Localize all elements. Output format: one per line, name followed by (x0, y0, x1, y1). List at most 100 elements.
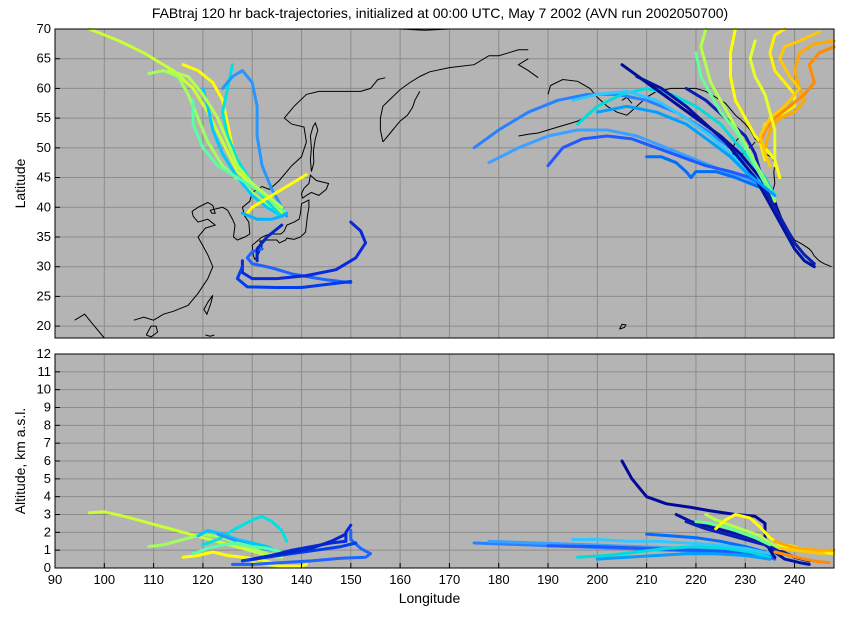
y-tick-label: 1 (44, 542, 51, 557)
y-tick-label: 2 (44, 524, 51, 539)
trajectory-line (147, 532, 279, 559)
trajectory-line (191, 98, 289, 215)
x-tick-label: 100 (93, 572, 115, 587)
x-tick-label: 120 (192, 572, 214, 587)
map-y-ticks: 20 25 30 35 40 45 50 55 60 65 70 (37, 21, 60, 333)
y-tick-label: 5 (44, 471, 51, 486)
trajectory-line (694, 520, 772, 547)
y-tick-label: 40 (37, 199, 51, 214)
map-panel: 20 25 30 35 40 45 50 55 60 65 70 Latitude (12, 21, 836, 339)
y-tick-label: 70 (37, 21, 51, 36)
longitude-axis-label: Longitude (399, 590, 461, 606)
y-tick-label: 30 (37, 259, 51, 274)
x-tick-label: 110 (143, 572, 164, 587)
y-tick-label: 45 (37, 170, 51, 185)
trajectory-line (694, 51, 777, 200)
trajectory-line (748, 39, 777, 168)
coastline (379, 49, 529, 143)
altitude-trajectories (88, 459, 836, 568)
x-tick-label: 230 (734, 572, 756, 587)
trajectory-line (595, 104, 777, 197)
trajectory-line (487, 128, 777, 197)
y-tick-label: 65 (37, 51, 51, 66)
trajectory-line (763, 39, 836, 150)
y-tick-label: 50 (37, 140, 51, 155)
coastline (133, 77, 386, 321)
coastline (251, 199, 310, 260)
map-trajectories (88, 27, 836, 289)
coastline (203, 294, 214, 316)
x-tick-label: 220 (685, 572, 707, 587)
coastline (205, 334, 215, 337)
trajectory-line (255, 223, 284, 263)
trajectory-line (729, 27, 782, 180)
trajectory-line (88, 510, 284, 559)
trajectory-line (191, 541, 284, 556)
trajectory-line (196, 529, 284, 556)
y-tick-label: 12 (37, 346, 51, 361)
x-tick-label: 140 (291, 572, 313, 587)
trajectory-line (645, 155, 777, 197)
trajectory-line (201, 86, 284, 218)
trajectory-line (240, 220, 368, 281)
trajectory-line (704, 513, 782, 550)
trajectory-line (758, 45, 836, 144)
y-tick-label: 7 (44, 435, 51, 450)
x-tick-label: 150 (340, 572, 362, 587)
trajectory-line (147, 69, 279, 215)
y-tick-label: 6 (44, 453, 51, 468)
trajectory-line (778, 546, 826, 556)
trajectory-line (235, 265, 353, 289)
trajectory-line (245, 173, 308, 215)
y-tick-label: 11 (38, 364, 52, 379)
x-tick-label: 180 (488, 572, 510, 587)
trajectory-line (635, 75, 816, 269)
y-tick-label: 55 (37, 110, 51, 125)
coastline (309, 121, 319, 172)
altitude-axis-label: Altitude, km a.s.l. (12, 408, 28, 515)
coastline (145, 325, 159, 338)
y-tick-label: 10 (37, 382, 51, 397)
trajectory-line (571, 538, 772, 556)
y-tick-label: 25 (37, 288, 51, 303)
trajectory-line (240, 211, 289, 221)
y-tick-label: 3 (44, 507, 51, 522)
trajectory-line (245, 247, 353, 285)
y-tick-label: 4 (44, 489, 51, 504)
trajectory-line (166, 69, 284, 209)
trajectory-line (773, 539, 836, 552)
x-tick-label: 240 (784, 572, 806, 587)
altitude-frame (54, 353, 835, 569)
y-tick-label: 60 (37, 80, 51, 95)
trajectory-line (758, 30, 821, 168)
coastline (300, 174, 330, 199)
trajectory-line (576, 545, 772, 559)
trajectory-line (674, 513, 811, 566)
x-tick-label: 210 (636, 572, 658, 587)
map-frame (54, 28, 835, 339)
latitude-axis-label: Latitude (12, 158, 28, 208)
longitude-x-ticks: 90 100 110 120 130 140 150 160 170 180 190 200 210 22… (48, 563, 806, 587)
coastline (382, 91, 421, 143)
coastline (518, 115, 588, 137)
trajectory-line (773, 550, 831, 565)
coastline (517, 58, 539, 79)
x-tick-label: 170 (439, 572, 461, 587)
y-tick-label: 8 (44, 417, 51, 432)
chart-title: FABtraj 120 hr back-trajectories, initia… (152, 5, 728, 21)
trajectory-line (221, 69, 289, 218)
y-tick-label: 35 (37, 229, 51, 244)
x-tick-label: 200 (586, 572, 608, 587)
y-tick-label: 0 (44, 560, 51, 575)
trajectory-line (595, 552, 772, 561)
x-tick-label: 160 (389, 572, 411, 587)
x-tick-label: 130 (241, 572, 263, 587)
coastline (619, 323, 627, 330)
coastline (74, 313, 105, 339)
trajectory-line (250, 532, 348, 561)
y-tick-label: 20 (37, 318, 51, 333)
x-tick-label: 190 (537, 572, 559, 587)
